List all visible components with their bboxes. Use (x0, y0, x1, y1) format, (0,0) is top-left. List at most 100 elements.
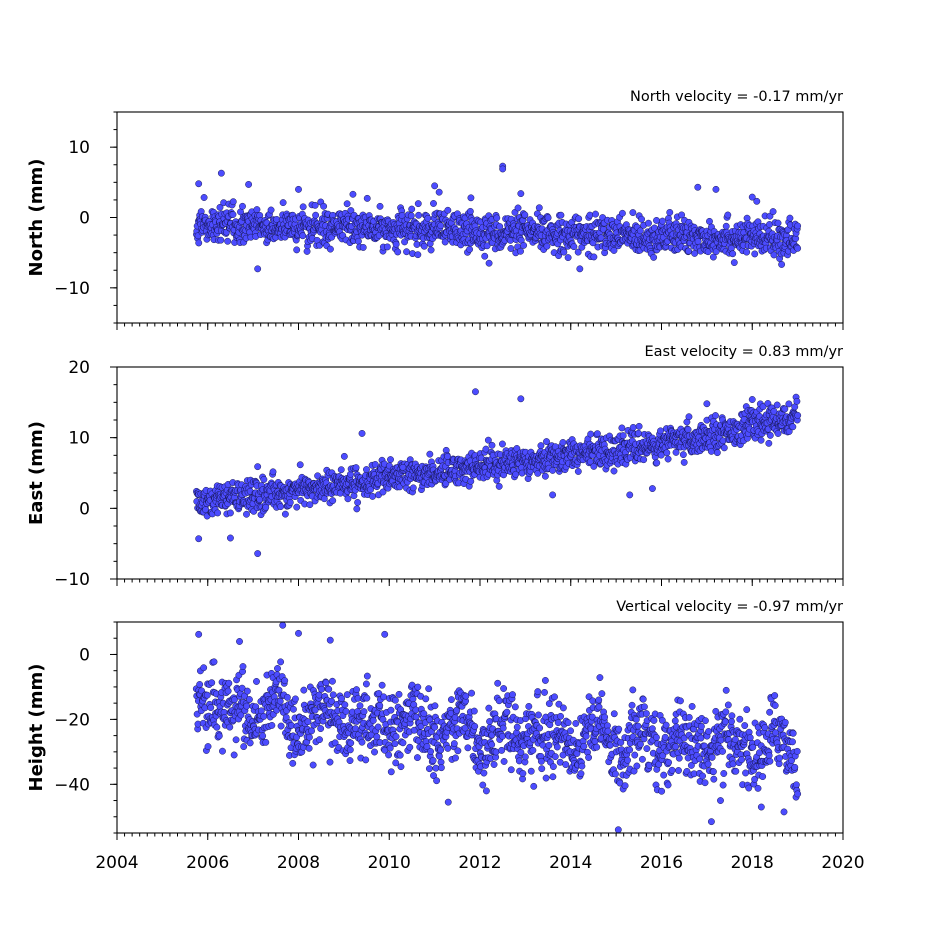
north-data-point (408, 205, 416, 213)
east-y-tick-label: 10 (68, 429, 90, 449)
north-data-point (751, 250, 759, 258)
north-data-point (320, 202, 328, 210)
height-data-point (610, 710, 618, 718)
height-data-point (634, 722, 642, 730)
height-data-point (360, 708, 368, 715)
height-data-point (664, 781, 672, 789)
north-data-point (570, 243, 578, 251)
height-data-point (232, 736, 240, 744)
north-data-point (691, 249, 699, 257)
east-data-point (354, 499, 362, 506)
height-data-point (326, 758, 334, 766)
height-data-point (503, 708, 511, 716)
north-data-point (359, 244, 367, 251)
east-data-point (344, 495, 352, 503)
east-data-point (587, 430, 595, 438)
north-data-point (245, 181, 253, 188)
height-data-point (236, 638, 243, 645)
north-x-ticks (116, 323, 844, 330)
height-data-point (688, 703, 696, 710)
height-data-point (309, 761, 317, 769)
height-data-point (572, 720, 580, 727)
north-data-point (485, 259, 493, 267)
height-data-point (230, 751, 238, 759)
height-data-point (554, 719, 562, 727)
north-data-point (592, 210, 599, 218)
height-data-point (308, 727, 315, 735)
north-data-point (666, 209, 674, 216)
east-data-point (363, 466, 370, 473)
east-data-point (626, 491, 634, 499)
height-data-point (392, 733, 400, 741)
east-y-tick-label: 0 (79, 499, 90, 519)
north-data-point (496, 223, 504, 230)
north-data-point (392, 240, 400, 248)
height-data-point (499, 724, 507, 732)
height-data-point (500, 685, 508, 692)
height-data-point (488, 741, 496, 749)
east-data-point (766, 431, 774, 439)
height-data-point (578, 762, 586, 770)
north-data-point (590, 253, 598, 261)
height-data-point (577, 770, 585, 778)
height-data-point (470, 707, 478, 715)
height-data-point (624, 756, 631, 764)
east-data-point (358, 430, 366, 437)
north-data-point (229, 198, 237, 206)
height-data-point (761, 724, 769, 732)
height-data-point (369, 717, 377, 724)
height-data-point (637, 740, 644, 748)
height-data-point (527, 767, 535, 775)
north-data-point (216, 203, 224, 211)
east-data-point (574, 468, 582, 475)
height-data-point (277, 658, 285, 666)
north-data-point (499, 165, 507, 173)
height-data-point (363, 694, 371, 702)
height-data-point (701, 779, 709, 787)
height-data-point (433, 777, 441, 785)
north-data-point (195, 180, 203, 188)
height-data-point (240, 743, 248, 751)
height-data-point (274, 665, 281, 672)
height-data-point (638, 755, 646, 763)
height-data-point (650, 717, 658, 724)
north-data-point (638, 215, 645, 223)
north-data-point (293, 246, 301, 254)
north-data-point (430, 200, 437, 207)
north-data-point (514, 204, 522, 212)
height-data-point (765, 752, 773, 759)
height-data-point (776, 754, 783, 762)
height-data-point (736, 715, 744, 723)
height-data-point (427, 748, 434, 755)
east-data-point (679, 451, 687, 459)
height-data-point (534, 688, 542, 696)
east-data-point (785, 400, 793, 408)
north-data-point (629, 209, 637, 216)
east-data-point (663, 449, 671, 457)
north-data-point (229, 211, 237, 218)
east-data-point (226, 509, 234, 517)
height-data-point (720, 770, 728, 777)
height-y-tick-label: −20 (54, 710, 90, 730)
height-data-point (289, 759, 297, 767)
height-data-point (626, 746, 634, 754)
x-tick-label: 2018 (731, 853, 774, 873)
height-data-point (729, 760, 737, 768)
height-data-point (660, 771, 668, 779)
height-data-point (658, 787, 666, 795)
height-data-point (315, 691, 323, 699)
north-data-point (769, 208, 777, 215)
north-data-point (295, 185, 302, 193)
east-data-point (664, 455, 672, 463)
east-y-tick-label: −10 (54, 570, 90, 590)
height-data-point (373, 733, 381, 741)
height-data-point (580, 742, 588, 750)
height-data-point (325, 685, 333, 693)
height-data-point (253, 678, 260, 685)
height-data-point (279, 621, 287, 629)
height-data-point (471, 722, 479, 730)
north-data-point (724, 211, 732, 219)
height-data-point (719, 781, 727, 789)
